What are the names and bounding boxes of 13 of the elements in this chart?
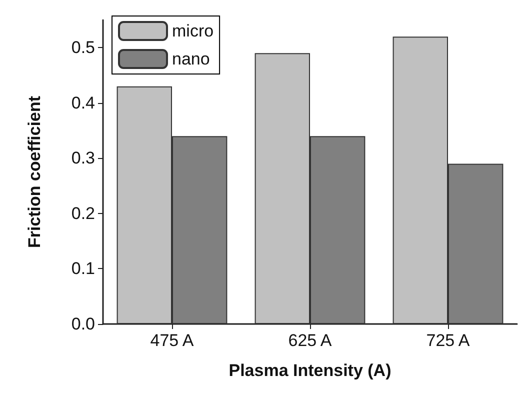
- y-tick-label: 0.4: [71, 93, 95, 112]
- x-tick-label: 725 A: [426, 331, 470, 350]
- y-tick-label: 0.0: [71, 314, 95, 334]
- y-tick-label: 0.3: [71, 148, 95, 168]
- x-tick-label: 475 A: [150, 331, 194, 350]
- legend-label: micro: [172, 22, 214, 40]
- y-tick-label: 0.2: [71, 204, 95, 223]
- x-tick-label: 625 A: [288, 331, 332, 350]
- y-tick-label: 0.1: [71, 259, 95, 278]
- legend-label: nano: [172, 50, 210, 68]
- y-axis-title: Friction coefficient: [25, 96, 44, 248]
- x-axis-title: Plasma Intensity (A): [228, 361, 392, 380]
- y-tick-label: 0.5: [71, 38, 95, 58]
